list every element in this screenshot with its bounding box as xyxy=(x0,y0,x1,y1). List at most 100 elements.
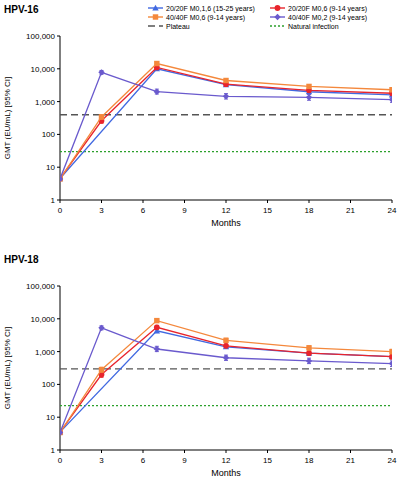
x-tick-label: 0 xyxy=(58,206,63,215)
data-point xyxy=(98,325,104,331)
legend-label: 20/20F M0,1,6 (15-25 years) xyxy=(166,5,255,13)
data-point xyxy=(98,69,104,75)
legend-line xyxy=(270,25,285,26)
x-tick-label: 3 xyxy=(99,456,104,465)
data-point xyxy=(389,96,392,102)
x-tick xyxy=(309,450,310,453)
error-bar xyxy=(390,354,392,358)
legend-label: 20/20F M0,6 (9-14 years) xyxy=(288,5,367,13)
x-tick xyxy=(392,450,393,453)
y-tick xyxy=(57,417,60,418)
x-tick xyxy=(309,200,310,203)
error-bar xyxy=(155,62,159,66)
x-tick xyxy=(184,450,185,453)
x-tick-label: 9 xyxy=(182,456,187,465)
x-tick-label: 24 xyxy=(388,456,397,465)
error-bar xyxy=(155,325,159,329)
y-tick-label: 100,000 xyxy=(26,32,55,41)
data-point xyxy=(154,318,159,323)
y-tick xyxy=(57,167,60,168)
data-point xyxy=(99,114,104,119)
x-tick xyxy=(392,200,393,203)
data-point xyxy=(154,324,160,330)
x-tick xyxy=(101,200,102,203)
data-point xyxy=(389,354,392,360)
x-tick-label: 3 xyxy=(99,206,104,215)
series-line xyxy=(60,64,392,179)
legend-marker xyxy=(274,14,280,20)
legend-line xyxy=(148,25,163,26)
x-tick-label: 18 xyxy=(305,206,314,215)
error-bar xyxy=(100,115,104,120)
data-point xyxy=(306,94,312,100)
y-tick xyxy=(57,101,60,102)
error-bar xyxy=(307,85,311,89)
data-point xyxy=(154,346,160,352)
error-bar xyxy=(100,367,104,372)
reference-line xyxy=(60,114,392,115)
series-line xyxy=(60,321,392,433)
x-tick-label: 6 xyxy=(141,206,146,215)
x-axis-label: Months xyxy=(211,218,241,228)
error-bar xyxy=(155,319,159,323)
error-bar xyxy=(224,338,228,342)
x-tick-label: 12 xyxy=(222,206,231,215)
legend-label: 40/40F M0,6 (9-14 years) xyxy=(166,14,245,22)
x-tick xyxy=(101,450,102,453)
data-point xyxy=(60,429,63,435)
chart-canvas: HPV-16 1 10 100 1,000 10,000 100,000 0 3 6 9 12 15 18… xyxy=(0,0,402,500)
data-point xyxy=(306,84,311,89)
x-axis-label: Months xyxy=(211,468,241,478)
legend-marker xyxy=(275,5,281,11)
data-point xyxy=(389,360,392,366)
panel: HPV-181101001,00010,000100,0000369121518… xyxy=(3,254,397,478)
x-tick xyxy=(184,200,185,203)
x-tick xyxy=(226,450,227,453)
y-tick-label: 1 xyxy=(51,196,56,205)
data-point xyxy=(154,61,159,66)
series-line xyxy=(60,69,392,179)
series-line xyxy=(60,327,392,432)
plot-area xyxy=(60,61,392,182)
y-tick-label: 10,000 xyxy=(31,65,56,74)
y-tick-label: 1,000 xyxy=(35,348,56,357)
panel: HPV-161101001,00010,000100,0000369121518… xyxy=(3,4,397,228)
y-tick xyxy=(57,384,60,385)
x-tick-label: 21 xyxy=(346,456,355,465)
error-bar xyxy=(307,346,311,350)
chart-title: HPV-18 xyxy=(4,254,39,265)
series-line xyxy=(60,331,392,432)
series-line xyxy=(60,67,392,178)
data-point xyxy=(99,367,104,372)
error-bar xyxy=(390,88,392,92)
y-tick xyxy=(57,134,60,135)
y-tick-label: 100 xyxy=(42,130,56,139)
data-point xyxy=(60,176,63,182)
data-point xyxy=(223,78,228,83)
reference-line xyxy=(60,405,392,406)
x-tick-label: 15 xyxy=(263,206,272,215)
x-tick xyxy=(143,450,144,453)
x-tick-label: 24 xyxy=(388,206,397,215)
data-point xyxy=(389,87,392,92)
x-tick-label: 21 xyxy=(346,206,355,215)
x-tick-label: 0 xyxy=(58,456,63,465)
y-tick-label: 100 xyxy=(42,380,56,389)
data-point xyxy=(306,350,312,356)
x-tick-label: 6 xyxy=(141,456,146,465)
x-tick-label: 15 xyxy=(263,456,272,465)
reference-line xyxy=(60,151,392,152)
x-tick-label: 12 xyxy=(222,456,231,465)
error-bar xyxy=(307,351,311,355)
legend-label: Plateau xyxy=(166,23,190,30)
error-bar xyxy=(390,349,392,353)
chart-title: HPV-16 xyxy=(4,4,39,15)
y-axis-label: GMT (EU/mL) [95% CI] xyxy=(3,327,12,410)
x-tick-label: 18 xyxy=(305,456,314,465)
y-tick-label: 10 xyxy=(46,413,55,422)
legend-marker xyxy=(153,14,158,19)
x-tick xyxy=(267,200,268,203)
y-tick-label: 10,000 xyxy=(31,315,56,324)
y-tick xyxy=(57,36,60,37)
series-line xyxy=(60,72,392,179)
